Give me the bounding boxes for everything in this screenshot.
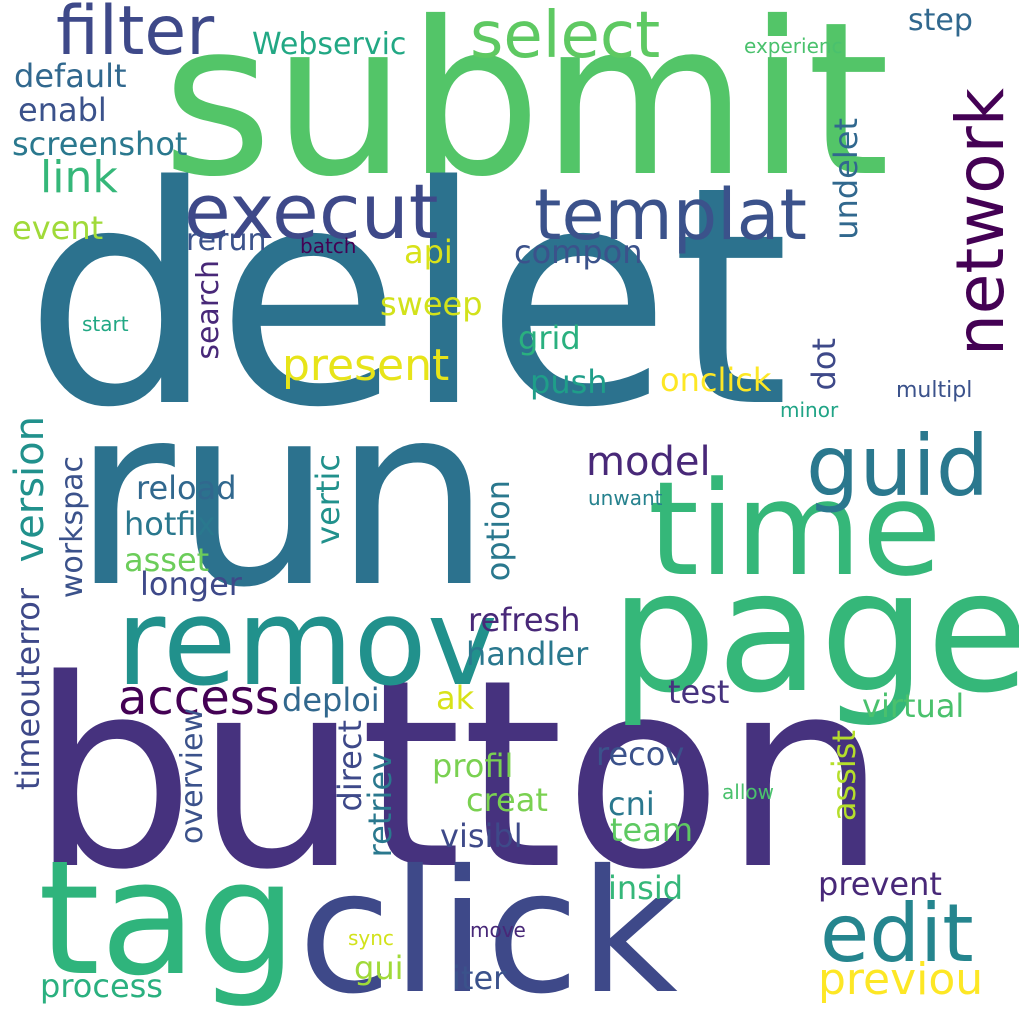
word-run: run [72,351,492,642]
word-asset: asset [124,541,210,579]
word-creat: creat [466,781,548,819]
word-hotfix: hotfix [124,505,216,543]
word-move: move [470,918,526,942]
word-tag: tag [38,827,298,1011]
word-remov: remov [116,574,498,713]
word-test: test [668,673,730,711]
word-default: default [14,57,127,95]
word-event: event [12,209,104,247]
word-prevent: prevent [818,865,942,903]
word-ak: ak [436,679,475,717]
word-link: link [40,152,118,203]
word-virtual: virtual [862,687,965,725]
word-filter: filter [56,0,215,71]
word-team: team [610,811,694,849]
word-execut: execut [184,167,439,256]
word-submit: submit [162,0,890,223]
word-access: access [118,670,280,726]
word-onclick: onclick [660,361,772,399]
word-select: select [470,0,661,73]
word-enabl: enabl [18,91,107,129]
word-handler: handler [466,635,589,673]
word-multipl: multipl [896,378,973,403]
word-experienc: experienc [744,34,843,58]
word-recov: recov [596,735,685,773]
word-network: network [942,88,1019,357]
word-unwant: unwant [588,486,663,510]
word-present: present [282,340,450,391]
word-api: api [404,233,453,271]
word-process: process [40,967,163,1005]
word-iter: iter [452,959,507,997]
word-retriev: retriev [361,752,399,858]
word-longer: longer [140,565,242,603]
word-insid: insid [608,869,684,907]
word-overview: overview [175,708,210,844]
word-assist: assist [825,730,863,822]
word-cni: cni [608,785,655,823]
word-gui: gui [354,949,404,987]
word-undelet: undelet [827,118,865,240]
word-allow: allow [722,780,774,804]
word-compon: compon [514,233,643,271]
word-click: click [298,834,678,1019]
word-search: search [191,260,226,360]
word-profil: profil [432,747,514,785]
word-button: button [30,625,888,927]
word-templat: templat [534,174,807,256]
word-previou: previou [818,954,984,1005]
word-page: page [610,534,1019,730]
word-batch: batch [300,234,357,258]
word-grid: grid [518,319,581,357]
word-screenshot: screenshot [12,125,188,163]
word-push: push [530,363,608,401]
word-vertic: vertic [309,454,347,545]
word-version: version [7,416,53,563]
word-start: start [82,312,129,336]
word-sweep: sweep [380,285,483,323]
word-guid: guid [806,417,990,515]
word-option: option [479,480,517,582]
word-step: step [908,3,973,38]
word-deploi: deploi [282,681,380,719]
word-rerun: rerun [186,223,267,258]
word-delet: delet [24,123,790,474]
word-workspac: workspac [55,456,90,599]
word-refresh: refresh [468,601,581,639]
word-edit: edit [820,887,974,980]
word-sync: sync [348,926,394,950]
word-reload: reload [136,469,237,507]
word-visibl: visibl [440,817,523,855]
word-webservic: Webservic [252,27,407,62]
word-time: time [648,453,942,605]
word-timeouterror: timeouterror [9,588,47,791]
word-minor: minor [780,398,839,422]
word-dot: dot [805,338,843,391]
word-model: model [586,439,711,485]
